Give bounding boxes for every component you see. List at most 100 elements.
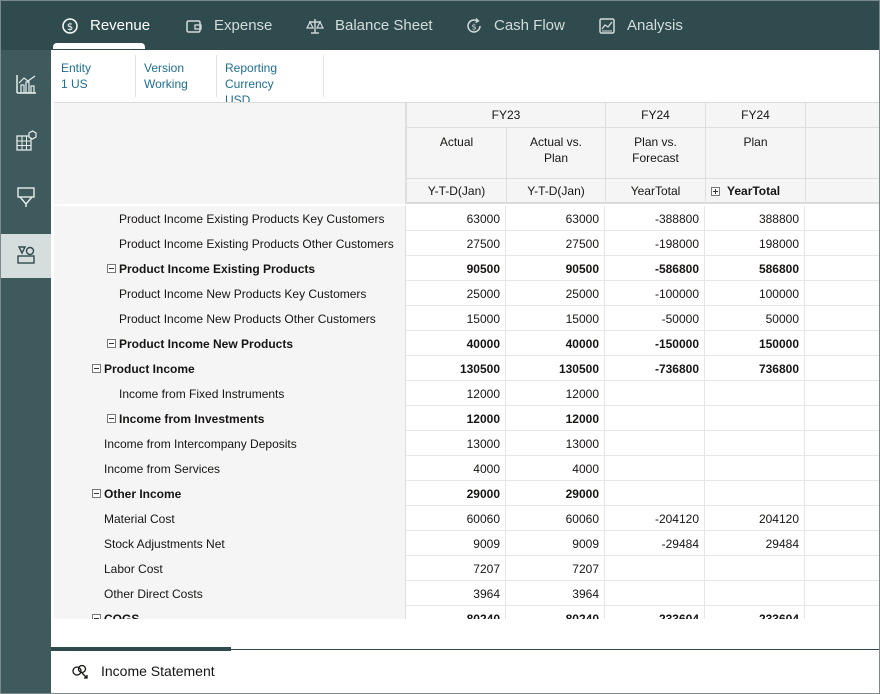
row-header[interactable]: Product Income New Products (54, 331, 406, 356)
row-header[interactable]: Material Cost (54, 506, 406, 531)
collapse-icon[interactable] (107, 264, 116, 273)
data-cell[interactable] (705, 456, 805, 481)
row-header[interactable]: Income from Investments (54, 406, 406, 431)
empty-cell[interactable] (805, 456, 879, 481)
data-cell[interactable]: -204120 (605, 506, 705, 531)
empty-cell[interactable] (805, 406, 879, 431)
empty-cell[interactable] (805, 281, 879, 306)
data-cell[interactable]: 40000 (506, 331, 605, 356)
data-cell[interactable]: 7207 (406, 556, 506, 581)
data-cell[interactable]: 130500 (406, 356, 506, 381)
data-cell[interactable]: 198000 (705, 231, 805, 256)
row-header[interactable]: Product Income Existing Products Key Cus… (54, 206, 406, 231)
data-cell[interactable]: 80240 (406, 606, 506, 619)
empty-cell[interactable] (805, 531, 879, 556)
data-cell[interactable] (605, 581, 705, 606)
data-cell[interactable] (605, 431, 705, 456)
data-cell[interactable]: 12000 (506, 381, 605, 406)
pov-entity[interactable]: Entity 1 US (53, 55, 136, 97)
row-header[interactable]: Income from Fixed Instruments (54, 381, 406, 406)
empty-cell[interactable] (805, 431, 879, 456)
data-cell[interactable]: 12000 (506, 406, 605, 431)
data-cell[interactable]: 4000 (506, 456, 605, 481)
row-header[interactable]: Stock Adjustments Net (54, 531, 406, 556)
data-cell[interactable] (605, 481, 705, 506)
row-header[interactable]: Product Income New Products Key Customer… (54, 281, 406, 306)
empty-cell[interactable] (805, 556, 879, 581)
data-cell[interactable] (705, 481, 805, 506)
data-cell[interactable] (705, 406, 805, 431)
data-cell[interactable]: 50000 (705, 306, 805, 331)
tab-cash-flow[interactable]: $ Cash Flow (463, 1, 565, 50)
data-cell[interactable] (605, 381, 705, 406)
data-cell[interactable]: 12000 (406, 406, 506, 431)
data-cell[interactable]: -100000 (605, 281, 705, 306)
data-cell[interactable]: 27500 (406, 231, 506, 256)
data-cell[interactable]: 15000 (406, 306, 506, 331)
data-cell[interactable]: 90500 (406, 256, 506, 281)
data-cell[interactable]: 150000 (705, 331, 805, 356)
data-cell[interactable]: 9009 (406, 531, 506, 556)
row-header[interactable]: Product Income (54, 356, 406, 381)
tab-revenue[interactable]: $ Revenue (59, 1, 150, 50)
data-cell[interactable]: -736800 (605, 356, 705, 381)
row-header[interactable]: COGS (54, 606, 406, 619)
data-cell[interactable]: 13000 (406, 431, 506, 456)
data-cell[interactable]: -233604 (605, 606, 705, 619)
data-cell[interactable]: -198000 (605, 231, 705, 256)
rail-item-funnel[interactable] (1, 176, 51, 220)
data-cell[interactable]: 60060 (406, 506, 506, 531)
data-cell[interactable]: 29000 (406, 481, 506, 506)
expand-icon[interactable] (711, 186, 720, 196)
data-cell[interactable] (605, 556, 705, 581)
rail-item-chart[interactable] (1, 63, 51, 107)
data-cell[interactable]: -150000 (605, 331, 705, 356)
collapse-icon[interactable] (92, 614, 101, 619)
data-cell[interactable]: -50000 (605, 306, 705, 331)
data-cell[interactable]: 63000 (506, 206, 605, 231)
row-header[interactable]: Other Income (54, 481, 406, 506)
pov-reporting-currency[interactable]: Reporting Currency USD (217, 55, 324, 107)
data-cell[interactable] (605, 456, 705, 481)
empty-cell[interactable] (805, 581, 879, 606)
empty-cell[interactable] (805, 306, 879, 331)
row-header[interactable]: Labor Cost (54, 556, 406, 581)
data-cell[interactable] (705, 581, 805, 606)
data-cell[interactable]: 27500 (506, 231, 605, 256)
empty-cell[interactable] (805, 231, 879, 256)
data-cell[interactable]: 29484 (705, 531, 805, 556)
row-header[interactable]: Income from Intercompany Deposits (54, 431, 406, 456)
tab-analysis[interactable]: Analysis (596, 1, 683, 50)
rail-item-shapes[interactable] (1, 234, 51, 278)
collapse-icon[interactable] (92, 364, 101, 373)
data-cell[interactable]: 9009 (506, 531, 605, 556)
data-cell[interactable]: 586800 (705, 256, 805, 281)
row-header[interactable]: Product Income New Products Other Custom… (54, 306, 406, 331)
empty-cell[interactable] (805, 606, 879, 619)
data-cell[interactable]: 40000 (406, 331, 506, 356)
tab-income-statement[interactable]: Income Statement (71, 661, 215, 681)
data-cell[interactable]: 63000 (406, 206, 506, 231)
data-cell[interactable] (705, 556, 805, 581)
data-cell[interactable]: 25000 (406, 281, 506, 306)
header-period-expandable[interactable]: YearTotal (705, 179, 805, 204)
data-cell[interactable]: -388800 (605, 206, 705, 231)
data-cell[interactable]: 233604 (705, 606, 805, 619)
data-cell[interactable]: 204120 (705, 506, 805, 531)
empty-cell[interactable] (805, 331, 879, 356)
empty-cell[interactable] (805, 256, 879, 281)
data-cell[interactable]: 130500 (506, 356, 605, 381)
data-cell[interactable]: 3964 (406, 581, 506, 606)
tab-balance-sheet[interactable]: Balance Sheet (304, 1, 433, 50)
data-cell[interactable]: 15000 (506, 306, 605, 331)
data-cell[interactable]: 29000 (506, 481, 605, 506)
data-cell[interactable]: 7207 (506, 556, 605, 581)
data-cell[interactable]: 90500 (506, 256, 605, 281)
data-cell[interactable]: 3964 (506, 581, 605, 606)
data-cell[interactable]: 736800 (705, 356, 805, 381)
row-header[interactable]: Product Income Existing Products (54, 256, 406, 281)
tab-expense[interactable]: Expense (183, 1, 272, 50)
data-cell[interactable]: 80240 (506, 606, 605, 619)
empty-cell[interactable] (805, 356, 879, 381)
data-cell[interactable] (705, 431, 805, 456)
